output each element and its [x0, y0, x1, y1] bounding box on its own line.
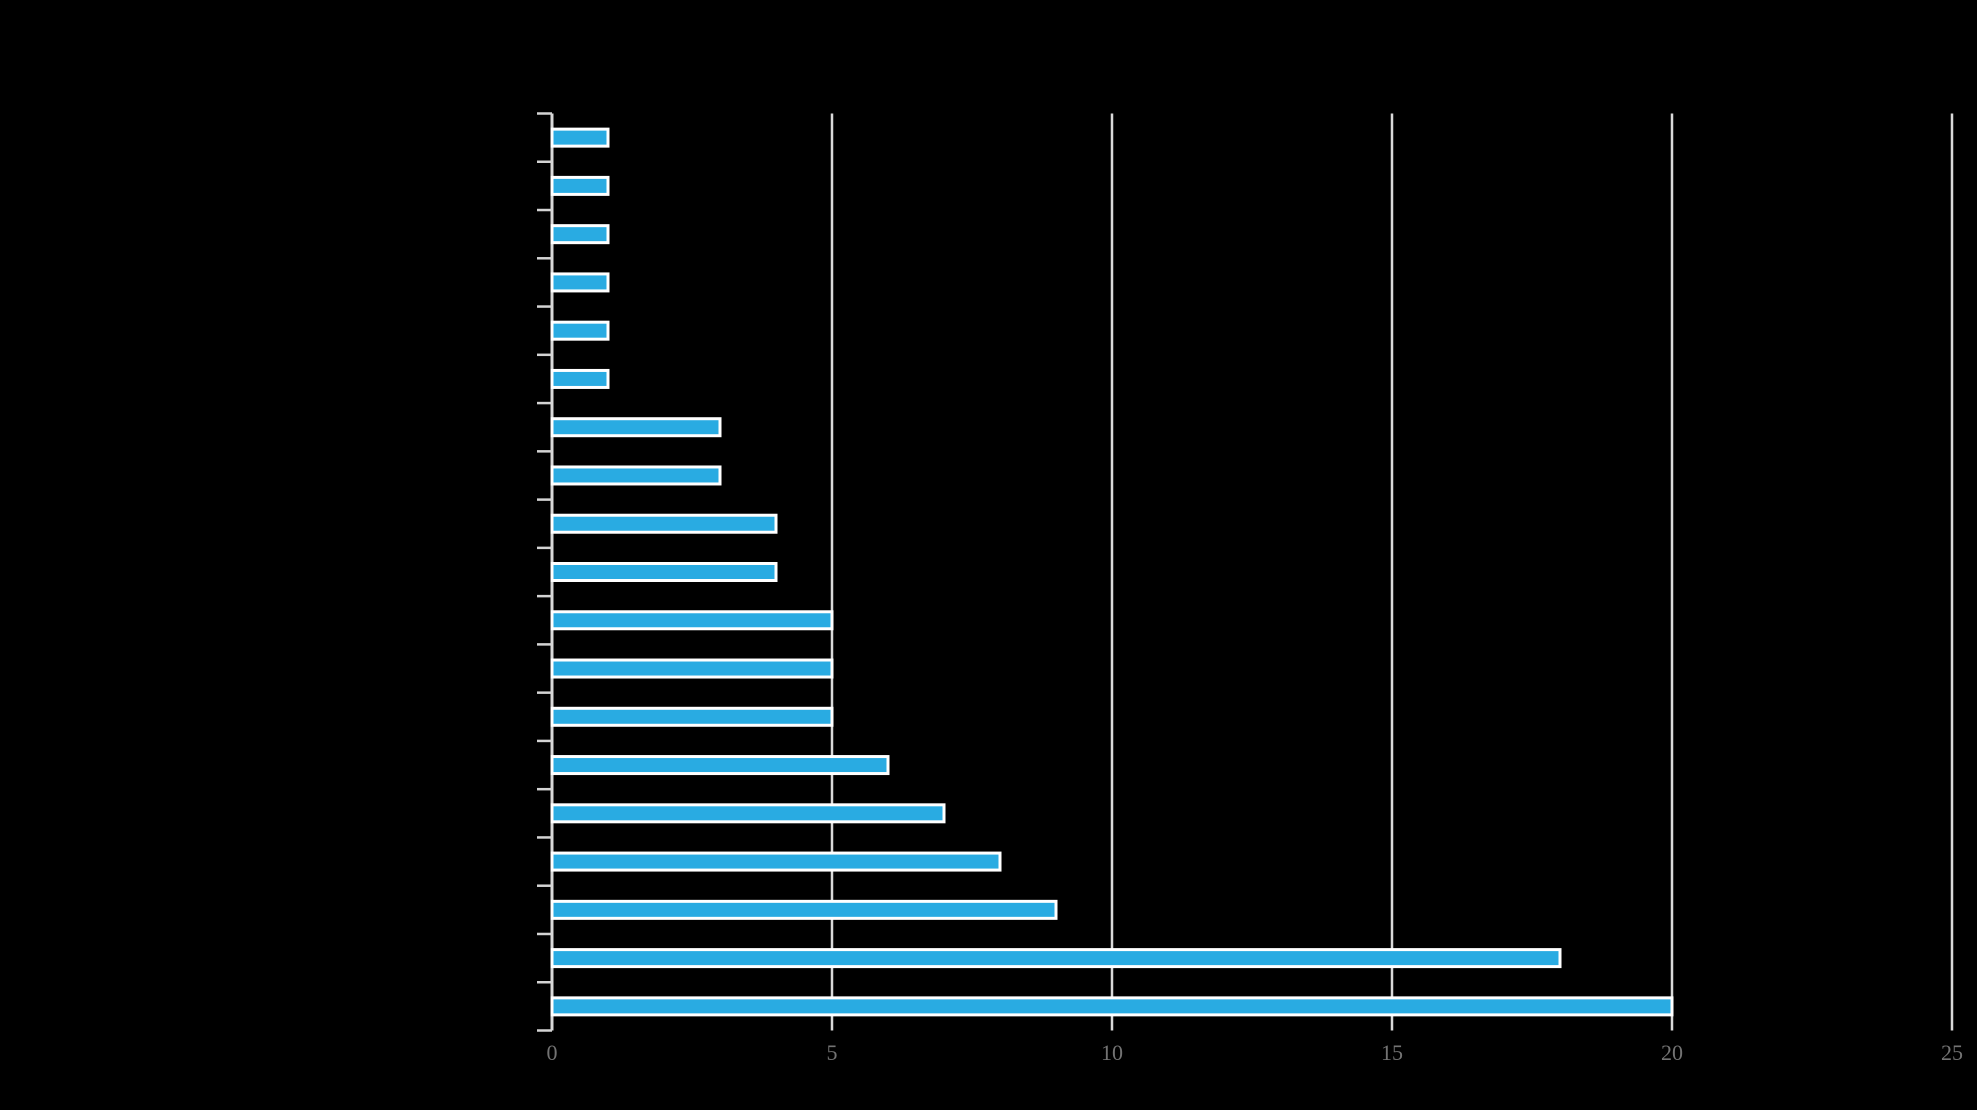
x-tick-label: 0	[547, 1040, 558, 1065]
bar	[550, 899, 1058, 920]
bar	[550, 803, 946, 824]
x-tick-label: 25	[1941, 1040, 1963, 1065]
x-tick-label: 5	[827, 1040, 838, 1065]
bar	[550, 755, 890, 776]
bar	[550, 948, 1562, 969]
x-tick-label: 10	[1101, 1040, 1123, 1065]
bar	[550, 706, 834, 727]
bar	[550, 610, 834, 631]
bar	[550, 658, 834, 679]
bar	[550, 562, 778, 582]
bar	[550, 513, 778, 534]
bar	[550, 224, 610, 245]
bar	[550, 417, 722, 438]
bar	[550, 175, 610, 196]
x-tick-label: 20	[1661, 1040, 1683, 1065]
x-tick-label: 15	[1381, 1040, 1403, 1065]
bar	[550, 851, 1002, 872]
bar	[550, 127, 610, 148]
bar	[550, 465, 722, 486]
bar	[550, 320, 610, 341]
bar	[550, 368, 610, 389]
bar	[550, 272, 610, 293]
bar	[550, 996, 1674, 1017]
